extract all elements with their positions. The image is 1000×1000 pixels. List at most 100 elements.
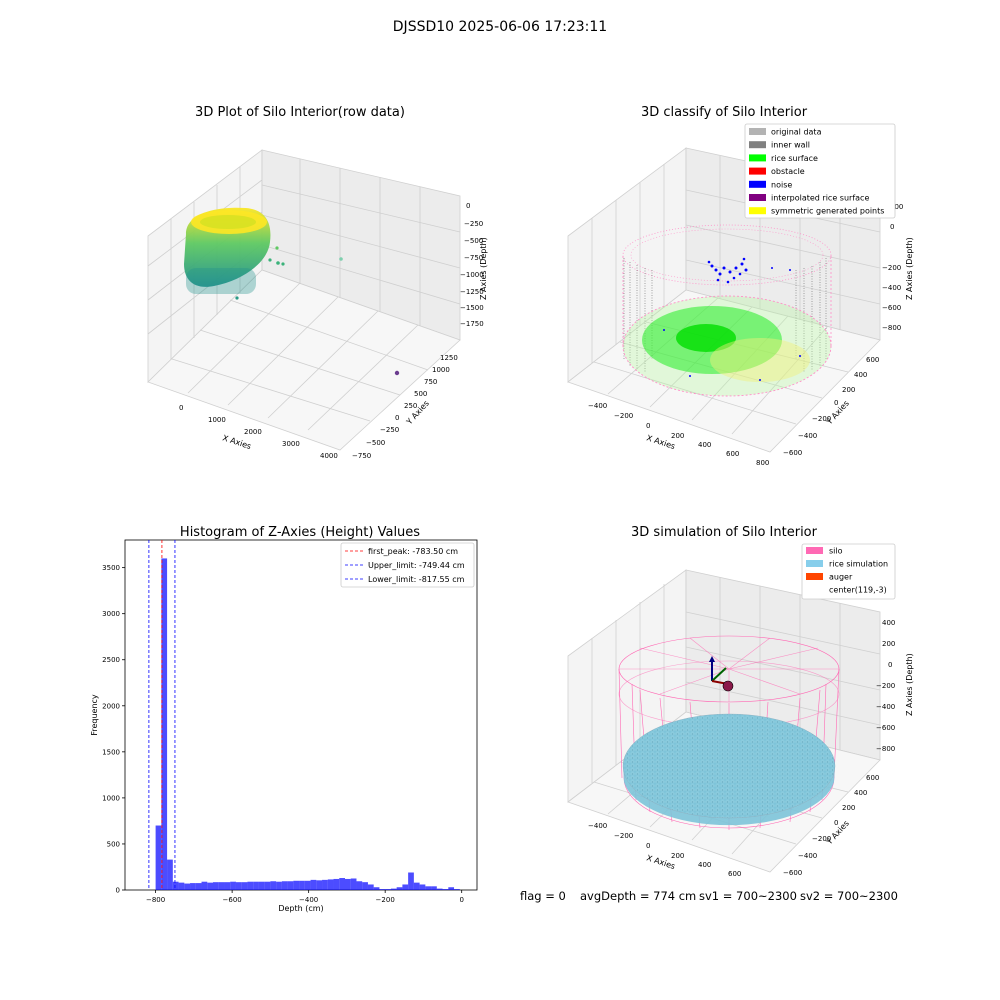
histogram-bar (270, 881, 277, 890)
legend-label: obstacle (771, 167, 805, 176)
figure-title: DJSSD10 2025-06-06 17:23:11 (393, 19, 607, 35)
tick-label: −1750 (460, 320, 484, 328)
panel-classify-3d: 3D classify of Silo Interior (567, 105, 914, 467)
tick-label: −400 (876, 703, 895, 711)
tick-label: 200 (882, 640, 895, 648)
legend-label: center(119,-3) (829, 586, 887, 595)
histogram-bar (264, 881, 271, 890)
histogram-bar (213, 882, 219, 890)
legend-swatch (749, 167, 766, 175)
tick-label: 2500 (102, 656, 120, 664)
histogram-bar (218, 882, 225, 890)
tick-label: 0 (459, 896, 463, 904)
tick-label: −800 (882, 324, 901, 332)
histogram-bar (230, 881, 236, 890)
tick-label: 500 (107, 840, 120, 848)
legend-swatch (806, 573, 823, 580)
legend-swatch (749, 194, 766, 201)
tick-label: −800 (876, 745, 895, 753)
histogram-bar (419, 884, 426, 890)
tick-label: −400 (299, 896, 318, 904)
histogram-bar (299, 880, 305, 890)
tick-label: 3000 (282, 440, 300, 448)
tick-label: −250 (464, 220, 483, 228)
tick-label: 600 (728, 870, 741, 878)
histogram-bar (425, 886, 432, 890)
tick-label: −1500 (460, 304, 484, 312)
tick-label: −600 (876, 724, 895, 732)
tick-label: 4000 (320, 452, 338, 460)
histogram-bar (172, 881, 179, 890)
tick-label: 250 (404, 402, 417, 410)
histogram-bar (190, 883, 196, 890)
simulation-title: 3D simulation of Silo Interior (631, 525, 818, 540)
histogram-bar (322, 879, 328, 890)
raw-3d-box (147, 149, 461, 451)
tick-label: −500 (464, 237, 483, 245)
tick-label: 1250 (440, 354, 458, 362)
histogram-bar (276, 881, 282, 890)
histogram-bar (184, 883, 191, 890)
legend-swatch (806, 560, 823, 567)
legend-swatch (749, 128, 766, 135)
histogram-bar (293, 880, 300, 890)
legend-label: Upper_limit: -749.44 cm (368, 561, 465, 570)
tick-label: −600 (223, 896, 242, 904)
tick-label: −600 (783, 449, 802, 457)
histogram-bar (167, 859, 173, 890)
histogram-bar (304, 880, 311, 890)
tick-label: 1000 (102, 794, 120, 802)
histogram-bar (408, 872, 414, 890)
tick-label: 500 (414, 390, 427, 398)
histogram-bar (258, 881, 265, 890)
panel-classify-title: 3D classify of Silo Interior (641, 105, 808, 120)
tick-label: −250 (380, 426, 399, 434)
tick-label: −500 (366, 439, 385, 447)
sv1-text: sv1 = 700~2300 (699, 889, 797, 903)
histogram-bar (385, 889, 391, 890)
tick-label: 200 (671, 852, 684, 860)
tick-label: 0 (834, 819, 838, 827)
simulation-legend: silo rice simulation auger center(119,-3) (801, 543, 896, 600)
histogram-x-ticks: −800 −600 −400 −200 0 (146, 890, 464, 904)
legend-label: silo (829, 547, 843, 556)
tick-label: −400 (588, 822, 607, 830)
histogram-bars (155, 558, 460, 890)
panel-simulation-3d: 3D simulation of Silo Interior (567, 525, 914, 878)
tick-label: 2000 (244, 428, 262, 436)
legend-label: rice surface (771, 154, 818, 163)
tick-label: 0 (646, 422, 650, 430)
histogram-bar (253, 881, 259, 890)
histogram-bar (431, 886, 437, 890)
legend-label: interpolated rice surface (771, 194, 869, 203)
legend-items: silo rice simulation auger center(119,-3) (806, 547, 888, 595)
legend-label: inner wall (771, 141, 810, 150)
histogram-bar (155, 825, 162, 890)
tick-label: 0 (888, 661, 892, 669)
legend-swatch (806, 547, 823, 554)
tick-label: 200 (842, 804, 855, 812)
tick-label: 0 (466, 202, 470, 210)
tick-label: 750 (424, 378, 437, 386)
raw-3d-axes: 0 1000 2000 3000 4000 X Axies −750 −500 … (179, 202, 488, 460)
tick-label: −400 (798, 432, 817, 440)
tick-label: −1000 (460, 271, 484, 279)
histogram-bar (350, 878, 357, 890)
legend-swatch (806, 586, 823, 593)
tick-label: 400 (854, 789, 867, 797)
histogram-reference-lines (148, 540, 176, 890)
tick-label: −600 (783, 869, 802, 877)
legend-items: first_peak: -783.50 cm Upper_limit: -749.… (345, 547, 465, 584)
histogram-legend: first_peak: -783.50 cm Upper_limit: -749.… (340, 542, 475, 588)
tick-label: 200 (671, 432, 684, 440)
legend-label: original data (771, 128, 822, 137)
histogram-bar (436, 888, 443, 890)
tick-label: −200 (614, 412, 633, 420)
tick-label: 600 (726, 450, 739, 458)
histogram-bar (442, 889, 449, 890)
tick-label: 200 (842, 386, 855, 394)
histogram-bar (327, 879, 334, 890)
auger-marker (709, 656, 734, 692)
histogram-bar (362, 882, 368, 890)
